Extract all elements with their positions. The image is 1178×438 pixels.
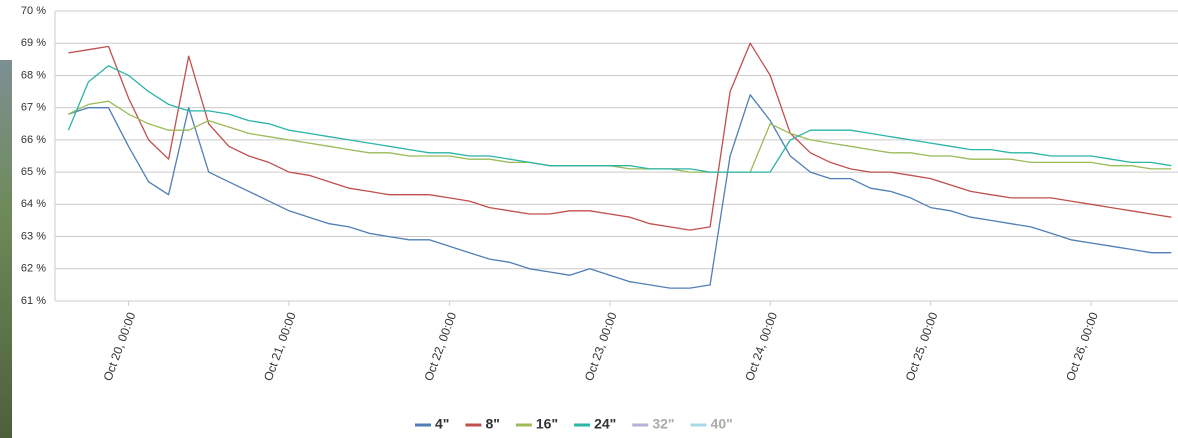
legend-label[interactable]: 8" <box>485 416 499 432</box>
x-tick-label: Oct 23, 00:00 <box>582 310 620 383</box>
y-tick-label: 66 % <box>21 134 46 146</box>
x-tick-label: Oct 21, 00:00 <box>261 310 299 383</box>
legend-label[interactable]: 40" <box>711 416 733 432</box>
y-tick-label: 68 % <box>21 69 46 81</box>
legend-label[interactable]: 32" <box>652 416 674 432</box>
y-tick-label: 62 % <box>21 263 46 275</box>
legend-label[interactable]: 4" <box>435 416 449 432</box>
series-line <box>68 94 1172 289</box>
y-tick-label: 70 % <box>21 5 46 17</box>
y-tick-label: 61 % <box>21 295 46 307</box>
y-tick-label: 67 % <box>21 102 46 114</box>
series-line <box>68 42 1172 231</box>
legend-label[interactable]: 16" <box>536 416 558 432</box>
y-tick-label: 65 % <box>21 166 46 178</box>
x-tick-label: Oct 22, 00:00 <box>421 310 459 383</box>
series-line <box>68 100 1172 173</box>
plot-area <box>67 42 1172 289</box>
x-tick-label: Oct 25, 00:00 <box>903 310 941 383</box>
y-tick-label: 63 % <box>21 230 46 242</box>
y-tick-label: 69 % <box>21 37 46 49</box>
legend-label[interactable]: 24" <box>594 416 616 432</box>
x-tick-label: Oct 24, 00:00 <box>742 310 780 383</box>
y-tick-label: 64 % <box>21 198 46 210</box>
x-tick-label: Oct 26, 00:00 <box>1063 310 1101 383</box>
background-photo-strip <box>0 60 12 438</box>
x-tick-label: Oct 20, 00:00 <box>101 310 139 383</box>
series-line <box>67 65 1172 173</box>
